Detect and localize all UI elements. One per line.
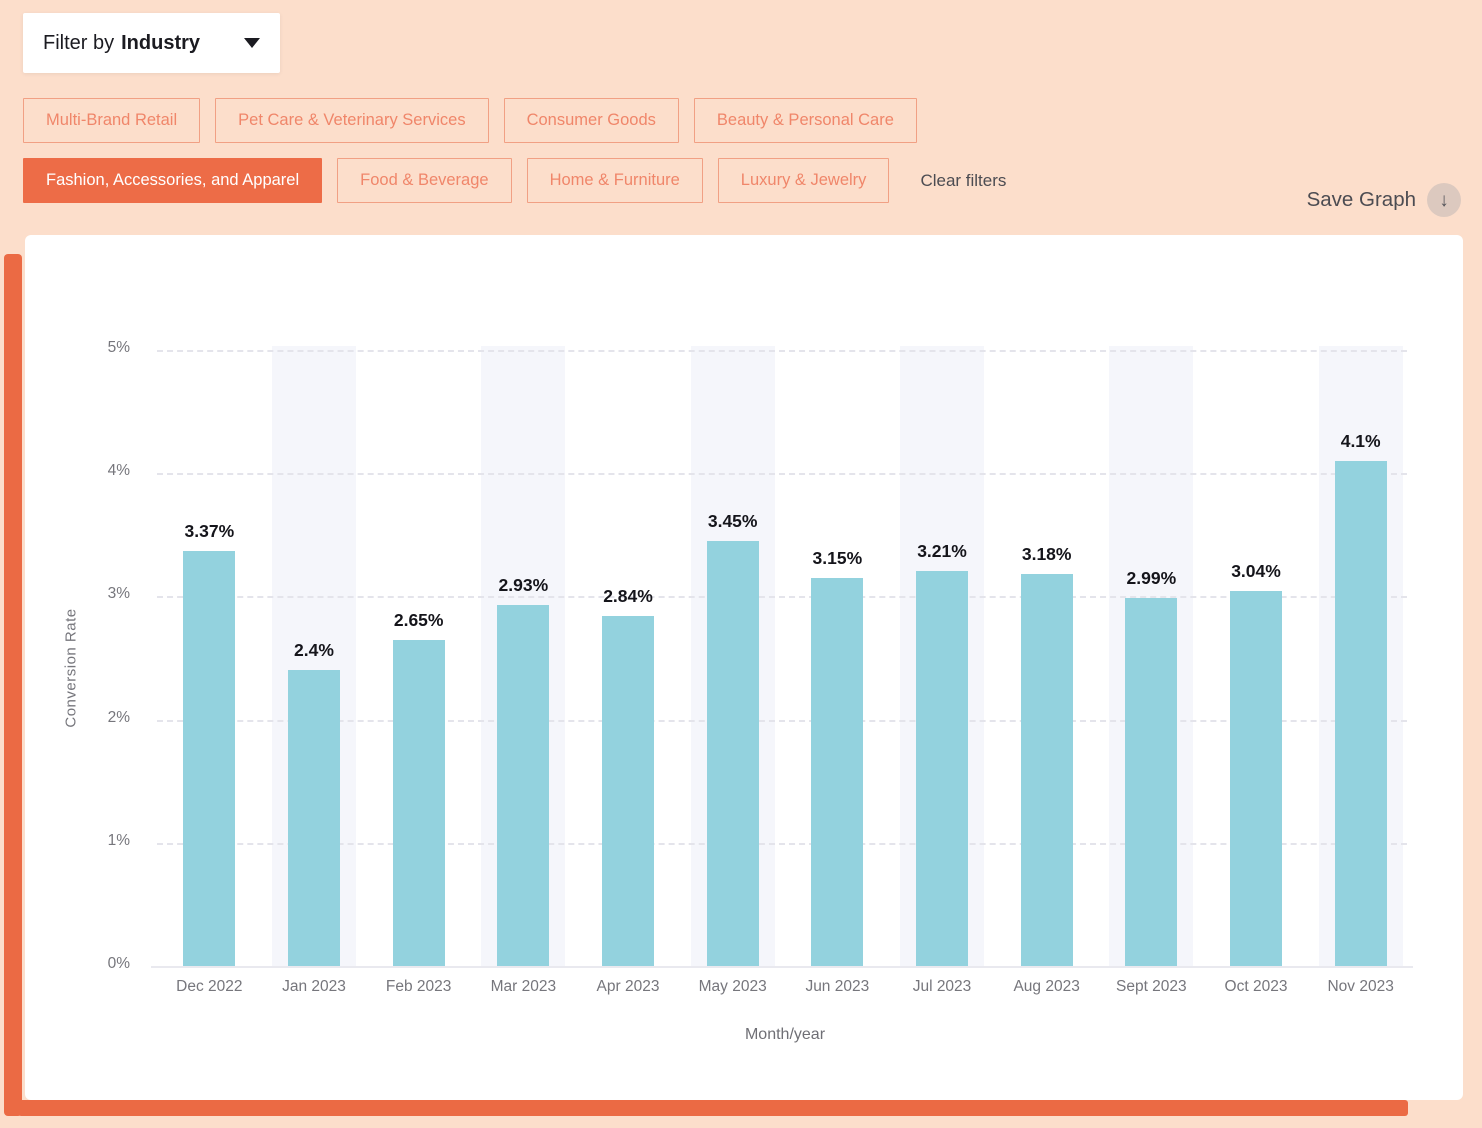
chip-consumer-goods[interactable]: Consumer Goods (503, 98, 679, 143)
bar-value-label: 3.45% (707, 510, 758, 531)
bar-value-label: 3.37% (184, 520, 235, 541)
bar-value-label: 2.4% (294, 640, 334, 661)
y-tick-label: 5% (107, 339, 130, 356)
x-tick-label: Mar 2023 (490, 978, 557, 995)
y-tick-label: 4% (107, 462, 130, 480)
y-tick-label: 2% (107, 708, 130, 726)
save-graph-label: Save Graph (1306, 188, 1416, 211)
download-arrow-icon[interactable]: ↓ (1427, 183, 1461, 217)
bar[interactable] (916, 570, 968, 966)
bar[interactable] (288, 670, 340, 966)
chip-fashion-accessories-apparel[interactable]: Fashion, Accessories, and Apparel (23, 158, 323, 203)
zero-baseline (151, 966, 1413, 968)
bar-value-label: 3.15% (812, 547, 863, 568)
bar-value-label: 2.93% (498, 575, 549, 596)
bar[interactable] (497, 605, 550, 966)
x-tick-label: Feb 2023 (385, 978, 452, 995)
gridline (157, 596, 1407, 599)
clear-filters-button[interactable]: Clear filters (920, 170, 1007, 190)
bar-value-label: 2.65% (393, 609, 444, 630)
bar-value-label: 2.84% (603, 586, 653, 607)
bar[interactable] (183, 550, 236, 966)
bar[interactable] (1230, 591, 1282, 966)
chart-plot: 3.37% Dec 2022 2.4% Jan 2023 2.65% Feb 2023 2.… (151, 346, 1413, 995)
chip-luxury-jewelry[interactable]: Luxury & Jewelry (717, 158, 890, 203)
x-tick-label: Jan 2023 (282, 978, 346, 995)
bar-value-label: 3.21% (917, 540, 967, 561)
industry-chip-row-2: Fashion, Accessories, and Apparel Food &… (23, 158, 1006, 203)
x-tick-label: Aug 2023 (1013, 978, 1080, 995)
x-tick-label: Jun 2023 (805, 978, 870, 995)
bar-value-label: 4.1% (1340, 430, 1381, 451)
caret-down-icon (244, 38, 260, 48)
y-tick-label: 3% (107, 585, 130, 603)
bar[interactable] (392, 639, 445, 966)
industry-chip-row-1: Multi-Brand Retail Pet Care & Veterinary… (23, 98, 917, 143)
chip-beauty-personal-care[interactable]: Beauty & Personal Care (693, 98, 917, 143)
gridline (157, 719, 1407, 722)
save-graph-button[interactable]: Save Graph ↓ (1307, 183, 1461, 217)
chip-pet-care-veterinary-services[interactable]: Pet Care & Veterinary Services (215, 98, 489, 143)
chip-food-beverage[interactable]: Food & Beverage (337, 158, 512, 203)
y-tick-label: 1% (107, 831, 130, 849)
chip-multi-brand-retail[interactable]: Multi-Brand Retail (23, 98, 201, 143)
bar[interactable] (811, 577, 864, 966)
bar[interactable] (1125, 597, 1178, 966)
y-tick-label: 0% (107, 955, 130, 972)
brush-stroke-bottom (18, 1100, 1408, 1116)
filter-value-label: Industry (121, 31, 201, 54)
gridline (157, 842, 1407, 845)
x-tick-label: Oct 2023 (1224, 978, 1288, 995)
bar-value-label: 3.04% (1231, 561, 1281, 582)
bar[interactable] (1020, 574, 1073, 966)
bar[interactable] (1334, 460, 1387, 966)
chip-home-furniture[interactable]: Home & Furniture (526, 158, 703, 203)
gridline (157, 350, 1407, 352)
bar[interactable] (602, 616, 654, 966)
brush-stroke-left (4, 254, 22, 1116)
gridline (157, 473, 1407, 476)
x-tick-label: Jul 2023 (912, 978, 972, 995)
x-tick-label: Sept 2023 (1115, 978, 1187, 995)
x-tick-label: Nov 2023 (1327, 978, 1394, 995)
bar-value-label: 3.18% (1021, 544, 1072, 565)
bar[interactable] (706, 540, 759, 966)
bar-value-label: 2.99% (1126, 567, 1177, 588)
x-tick-label: Apr 2023 (596, 978, 660, 995)
filter-by-industry-dropdown[interactable]: Filter by Industry (23, 13, 280, 73)
x-tick-label: May 2023 (698, 978, 767, 995)
filter-prefix-label: Filter by (43, 31, 115, 54)
x-tick-label: Dec 2022 (176, 978, 243, 995)
x-axis-title: Month/year (744, 1026, 826, 1043)
